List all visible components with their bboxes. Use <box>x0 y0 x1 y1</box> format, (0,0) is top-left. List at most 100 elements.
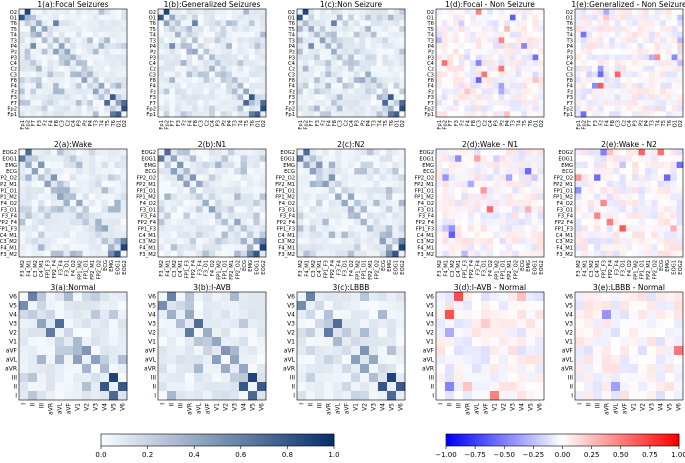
heatmap-cell <box>87 43 94 50</box>
x-tick-label: C4_M1 <box>317 260 323 277</box>
heatmap-cell <box>594 180 601 188</box>
colorbar-segment <box>109 434 114 446</box>
heatmap-cell <box>19 244 26 251</box>
heatmap-cell <box>164 174 172 182</box>
heatmap-cell <box>158 199 165 207</box>
heatmap-cell <box>648 37 655 44</box>
heatmap-cell <box>239 328 249 338</box>
x-tick-label: FP2_F4 <box>191 259 197 278</box>
heatmap-cell <box>63 244 71 251</box>
heatmap-cell <box>234 168 241 175</box>
heatmap-cell <box>526 9 533 15</box>
heatmap-cell <box>47 71 54 78</box>
heatmap-cell <box>504 60 511 67</box>
heatmap-cell <box>584 310 594 320</box>
heatmap-cell <box>212 292 222 302</box>
heatmap-cell <box>677 99 684 106</box>
heatmap-cell <box>654 48 661 55</box>
heatmap-cell <box>302 99 309 106</box>
colorbar-segment <box>316 434 320 446</box>
heatmap-cell <box>248 37 255 44</box>
heatmap-cell <box>353 43 360 50</box>
heatmap-cell <box>237 9 244 15</box>
heatmap-cell <box>648 26 655 33</box>
heatmap-cell <box>41 20 48 27</box>
heatmap-cell <box>164 237 172 245</box>
colorbar-segment <box>234 434 239 446</box>
heatmap-cell <box>676 199 684 207</box>
heatmap-cell <box>336 105 343 112</box>
heatmap-cell <box>95 206 102 213</box>
heatmap-cell <box>58 65 65 72</box>
heatmap-cell <box>455 199 462 207</box>
heatmap-cell <box>472 337 482 347</box>
heatmap-cell <box>537 187 545 194</box>
heatmap-cell <box>354 250 361 258</box>
y-tick-label: FP1_O1 <box>415 188 434 194</box>
heatmap-cell <box>480 237 488 245</box>
heatmap-cell <box>92 31 99 38</box>
heatmap-cell <box>185 382 195 392</box>
heatmap-cell <box>246 149 254 156</box>
colorbar-segment <box>495 434 499 446</box>
heatmap-cell <box>104 77 111 84</box>
heatmap-cell <box>325 65 332 72</box>
heatmap-cell <box>192 54 199 61</box>
x-tick-label: FP2_F4 <box>608 259 614 278</box>
y-tick-label: FP1_M2 <box>0 195 17 201</box>
heatmap-cell <box>194 364 204 374</box>
heatmap-cell <box>186 60 193 67</box>
heatmap-cell <box>620 364 630 374</box>
heatmap-cell <box>243 99 250 106</box>
heatmap-cell <box>331 37 338 44</box>
heatmap-cell <box>215 218 222 226</box>
heatmap-cell <box>464 82 471 89</box>
heatmap-cell <box>87 26 94 33</box>
heatmap-cell <box>118 301 128 311</box>
heatmap-cell <box>348 26 355 33</box>
heatmap-cell <box>676 212 684 220</box>
heatmap-cell <box>259 212 267 220</box>
heatmap-cell <box>448 155 456 163</box>
heatmap-cell <box>620 355 630 365</box>
heatmap-cell <box>69 231 77 239</box>
heatmap-cell <box>180 77 187 84</box>
heatmap-cell <box>234 212 241 220</box>
heatmap-cell <box>515 88 522 95</box>
heatmap-cell <box>19 149 26 156</box>
heatmap-cell <box>121 43 128 50</box>
heatmap-cell <box>87 94 94 101</box>
heatmap-cell <box>464 105 471 112</box>
heatmap-cell <box>57 237 64 245</box>
heatmap-cell <box>109 48 116 55</box>
heatmap-cell <box>44 199 52 207</box>
heatmap-cell <box>64 20 71 27</box>
heatmap-cell <box>82 155 90 163</box>
heatmap-cell <box>467 225 475 232</box>
heatmap-cell <box>121 82 128 89</box>
heatmap-cell <box>81 82 88 89</box>
heatmap-cell <box>613 212 620 220</box>
heatmap-cell <box>167 346 177 356</box>
heatmap-cell <box>581 174 589 182</box>
heatmap-cell <box>656 337 666 347</box>
heatmap-cell <box>609 82 616 89</box>
heatmap-cell <box>316 212 323 220</box>
heatmap-cell <box>297 244 304 251</box>
y-tick-label: C4_M1 <box>278 233 295 239</box>
heatmap-cell <box>442 149 450 156</box>
heatmap-cell <box>480 180 488 188</box>
heatmap-cell <box>651 180 658 188</box>
heatmap-cell <box>19 82 25 89</box>
heatmap-cell <box>453 54 460 61</box>
heatmap-cell <box>593 355 603 365</box>
x-tick-label: C4 <box>71 119 77 127</box>
heatmap-cell <box>353 48 360 55</box>
heatmap-cell <box>189 225 197 232</box>
heatmap-cell <box>331 14 338 21</box>
heatmap-cell <box>581 237 589 245</box>
heatmap-cell <box>194 355 204 365</box>
heatmap-cell <box>248 65 255 72</box>
y-tick-label: V6 <box>9 294 17 301</box>
colorbar-segment <box>501 434 505 446</box>
